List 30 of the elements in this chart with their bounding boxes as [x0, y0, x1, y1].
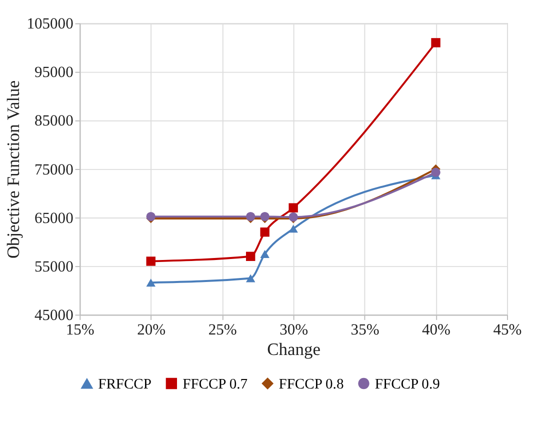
y-tick-label: 85000	[34, 112, 74, 130]
legend-label: FFCCP 0.7	[182, 376, 248, 392]
point	[431, 38, 440, 48]
y-tick-label: 75000	[34, 161, 74, 178]
x-tick-label: 15%	[66, 322, 94, 339]
x-tick-label: 45%	[493, 322, 522, 339]
x-tick-label: 30%	[280, 322, 308, 339]
y-tick-label: 55000	[34, 258, 74, 276]
point	[146, 256, 156, 266]
legend-label: FRFCCP	[98, 376, 152, 393]
point	[146, 278, 156, 287]
x-tick-label: 25%	[208, 322, 237, 339]
y-tick-label: 105000	[26, 16, 74, 33]
point	[288, 203, 298, 212]
point	[431, 168, 440, 177]
point	[260, 227, 270, 237]
x-tick-label: 20%	[137, 322, 166, 339]
x-tick-label: 35%	[350, 322, 380, 339]
y-tick-label: 65000	[34, 210, 74, 227]
point	[260, 250, 270, 258]
point	[246, 252, 256, 261]
y-tick-label: 95000	[34, 64, 74, 82]
legend-label: FFCCP 0.8	[278, 376, 344, 392]
x-tick-label: 40%	[422, 322, 451, 339]
legend-label: FFCCP 0.9	[374, 376, 440, 392]
y-axis-title: Objective Function Value	[2, 80, 23, 259]
point	[288, 224, 298, 233]
x-axis-title: Change	[267, 338, 321, 359]
point	[246, 274, 256, 282]
y-tick-label: 45000	[34, 306, 74, 324]
